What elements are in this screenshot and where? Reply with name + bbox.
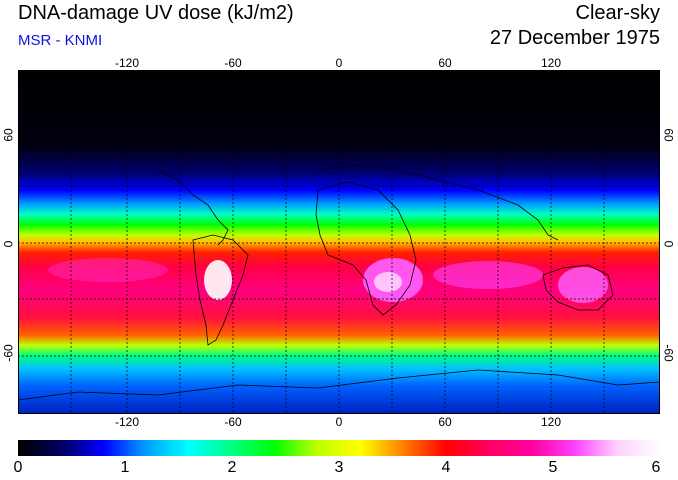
map-frame xyxy=(18,70,660,414)
australia-coast xyxy=(542,264,614,311)
hotspot-africa-core xyxy=(374,272,402,292)
coastlines xyxy=(18,164,660,401)
eurasia-coast xyxy=(317,164,559,241)
colorbar-label: 3 xyxy=(334,459,344,476)
north-america-coast xyxy=(157,169,229,246)
hotspot-australia xyxy=(558,267,608,303)
date-label: 27 December 1975 xyxy=(489,27,660,49)
colorbar-label: 0 xyxy=(13,459,23,476)
top-lon-tick: -120 xyxy=(114,56,140,70)
right-lat-tick: 0 xyxy=(661,240,676,248)
bottom-lon-tick: 60 xyxy=(438,415,452,429)
top-lon-tick: 0 xyxy=(335,56,343,70)
left-lat-tick: 60 xyxy=(1,128,16,142)
top-lon-tick: 60 xyxy=(438,56,452,70)
source-label: MSR - KNMI xyxy=(18,32,103,49)
bottom-lon-tick: 0 xyxy=(335,415,343,429)
hotspot-indian-ocean xyxy=(433,261,543,289)
uv-dose-map xyxy=(18,70,660,414)
sky-condition-label: Clear-sky xyxy=(575,2,660,24)
bottom-lon-tick: -120 xyxy=(114,415,140,429)
colorbar-label: 5 xyxy=(548,459,558,476)
left-lat-tick: -60 xyxy=(1,344,16,362)
colorbar-label: 1 xyxy=(120,459,130,476)
africa-coast xyxy=(315,181,417,316)
hotspot-pacific xyxy=(48,258,168,282)
right-lat-tick: 60 xyxy=(661,128,676,142)
left-lat-tick: 0 xyxy=(1,240,16,248)
colorbar-label: 2 xyxy=(227,459,237,476)
bottom-lon-tick: 120 xyxy=(540,415,562,429)
map-title: DNA-damage UV dose (kJ/m2) xyxy=(18,2,294,24)
bottom-lon-tick: -60 xyxy=(224,415,242,429)
right-lat-tick: -60 xyxy=(661,344,676,362)
graticule xyxy=(18,70,660,414)
colorbar-label: 4 xyxy=(441,459,451,476)
antarctica-coast xyxy=(18,369,660,401)
hotspot-south-america xyxy=(204,260,232,300)
top-lon-tick: 120 xyxy=(540,56,562,70)
top-lon-tick: -60 xyxy=(224,56,242,70)
colorbar-label: 6 xyxy=(651,459,661,476)
colorbar xyxy=(18,440,660,456)
